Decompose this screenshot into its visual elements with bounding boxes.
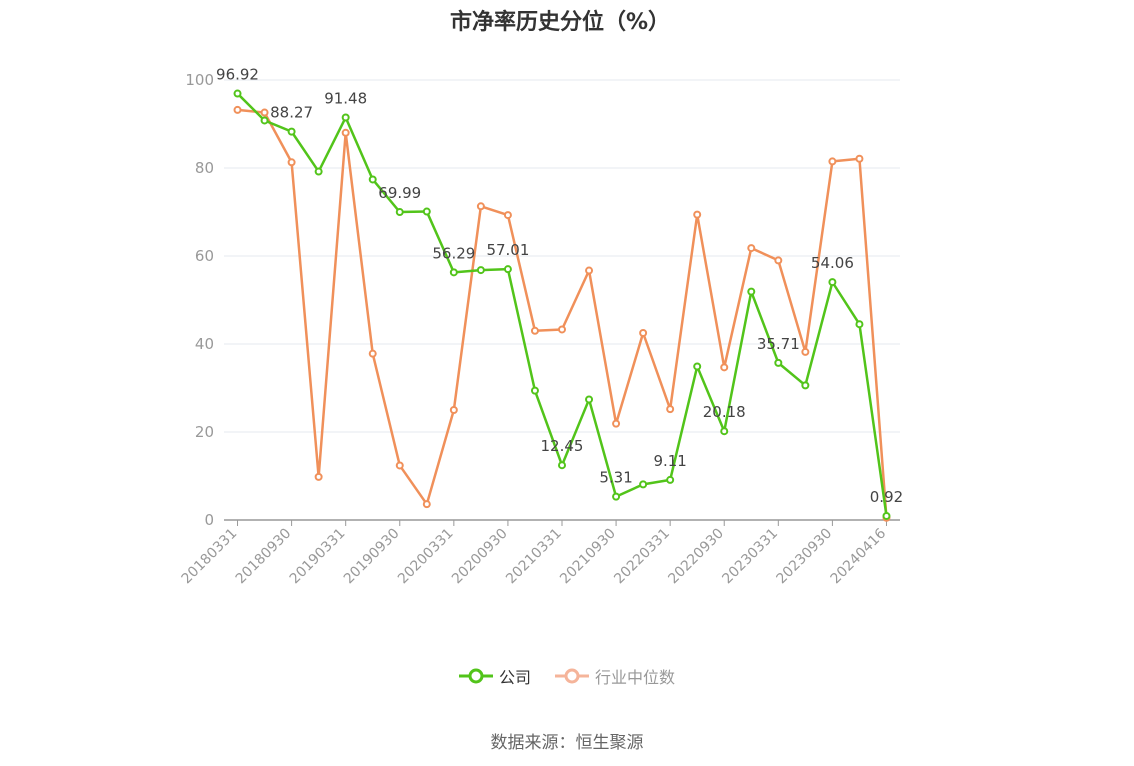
data-point [666,405,675,414]
data-point [828,157,837,166]
x-tick-label: 20200331 [395,526,457,588]
data-label: 35.71 [757,335,800,353]
data-point [503,265,512,274]
y-tick-label: 0 [204,511,214,529]
data-label: 20.18 [703,403,746,421]
x-tick-label: 20230930 [774,526,836,588]
x-tick-label: 20210930 [557,526,619,588]
x-tick-label: 20220930 [665,526,727,588]
data-label: 69.99 [378,184,421,202]
data-point [287,127,296,136]
data-labels: 96.92 88.27 91.48 69.99 56.29 57.01 12.45 5.31 9… [216,66,903,506]
line-chart: 0 20 40 60 80 100 2018033120180930201903312019… [179,66,904,588]
data-source: 数据来源：恒生聚源 [490,733,644,753]
data-point [233,89,242,98]
x-tick-label: 20240416 [828,525,890,587]
data-point [639,480,648,489]
series-company [233,89,891,520]
data-label: 91.48 [324,89,367,107]
data-point [260,116,269,125]
data-point [422,207,431,216]
data-point [828,278,837,287]
data-point [449,268,458,277]
series-lines [233,89,891,522]
data-point [395,208,404,217]
data-label: 12.45 [541,437,584,455]
legend-label-industry-median: 行业中位数 [595,668,676,687]
data-label: 57.01 [486,241,529,259]
legend-item-company[interactable]: 公司 [458,664,531,688]
legend: 公司 行业中位数 [0,664,1134,688]
data-label: 96.92 [216,66,259,84]
data-point [476,266,485,275]
data-point [855,154,864,163]
x-tick-label: 20180331 [179,526,241,588]
data-point [503,211,512,220]
y-tick-label: 20 [195,423,214,441]
data-point [395,461,404,470]
legend-industry-median-icon [555,668,589,684]
data-point [720,363,729,372]
data-point [801,381,810,390]
y-tick-label: 60 [195,247,214,265]
x-tick-label: 20190331 [287,526,349,588]
x-tick-label: 20210331 [503,526,565,588]
data-point [476,202,485,211]
data-point [368,349,377,358]
data-point [558,461,566,470]
data-point [855,320,864,329]
data-point [693,210,702,219]
data-label: 88.27 [270,104,313,122]
data-point [314,167,323,176]
data-point [774,358,783,367]
data-point [747,244,756,253]
data-point [558,325,566,334]
data-point [747,287,756,296]
data-label: 54.06 [811,254,854,272]
data-point [314,472,323,481]
data-point [287,158,296,167]
y-tick-label: 40 [195,335,214,353]
data-label: 56.29 [432,244,475,262]
data-point [720,427,729,436]
x-tick-label: 20190930 [341,526,403,588]
data-point [612,492,621,501]
data-point [233,105,242,114]
data-label: 9.11 [653,452,686,470]
data-point [585,395,594,404]
chart-title: 市净率历史分位（%） [449,10,671,35]
x-tick-label: 20200930 [449,526,511,588]
data-point [341,128,350,137]
data-point [774,256,783,265]
data-point [612,419,621,428]
data-point [666,475,675,484]
y-tick-label: 80 [195,159,214,177]
data-point [449,406,458,414]
data-label: 5.31 [599,469,632,487]
x-tick-label: 20180930 [233,526,295,588]
data-point [639,329,648,337]
data-point [341,113,350,122]
data-point [585,266,594,275]
data-point [882,511,891,520]
data-point [368,175,377,184]
legend-company-icon [458,668,493,684]
x-tick-label: 20230331 [719,526,781,588]
data-point [422,500,431,509]
data-point [530,326,539,335]
data-label: 0.92 [870,488,903,506]
x-tick-label: 20220331 [611,526,673,588]
data-point [801,347,810,356]
data-point [530,386,539,395]
legend-item-industry-median[interactable]: 行业中位数 [555,664,675,688]
axes: 0 20 40 60 80 100 2018033120180930201903312019… [179,71,900,587]
data-point [260,108,269,117]
legend-label-company: 公司 [498,668,531,687]
series-line [237,108,888,518]
data-point [693,362,702,371]
series-industry-median [233,105,891,522]
y-tick-label: 100 [185,71,214,89]
